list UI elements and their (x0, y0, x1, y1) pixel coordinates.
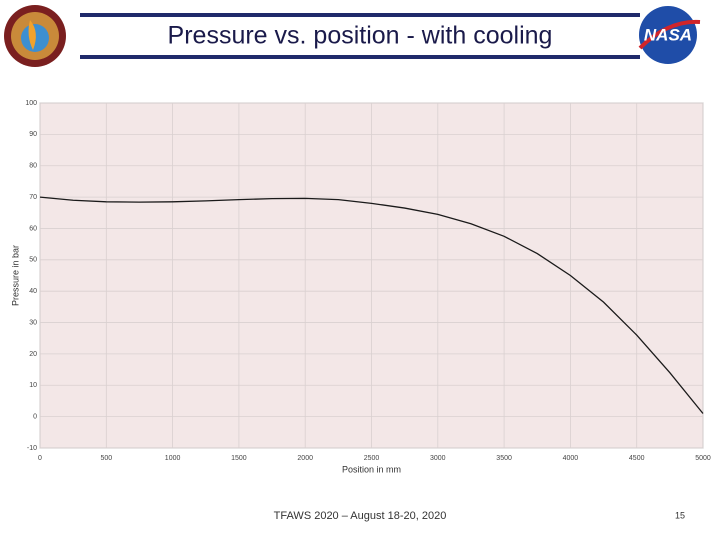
logo-text: NASA (644, 25, 692, 44)
y-axis-label: Pressure in bar (10, 245, 20, 306)
x-tick-label: 5000 (695, 455, 711, 462)
y-tick-label: 80 (29, 163, 37, 170)
slide-title: Pressure vs. position - with cooling (168, 22, 553, 50)
data-line (39, 196, 704, 414)
y-tick-label: 50 (29, 257, 37, 264)
x-tick-label: 500 (100, 455, 112, 462)
y-tick-label: 70 (29, 194, 37, 201)
header-bar (80, 13, 640, 17)
y-tick-label: 10 (29, 382, 37, 389)
x-tick-label: 3500 (496, 455, 512, 462)
x-tick-label: 2000 (297, 455, 313, 462)
x-tick-label: 1000 (165, 455, 181, 462)
y-tick-label: -10 (27, 445, 37, 452)
left-logo (4, 5, 66, 67)
y-tick-label: 60 (29, 225, 37, 232)
x-tick-label: 0 (38, 455, 42, 462)
x-tick-label: 4500 (629, 455, 645, 462)
y-tick-label: 100 (25, 100, 37, 107)
x-tick-label: 1500 (231, 455, 247, 462)
y-tick-label: 40 (29, 288, 37, 295)
x-tick-label: 2500 (364, 455, 380, 462)
x-tick-label: 3000 (430, 455, 446, 462)
x-tick-label: 4000 (563, 455, 579, 462)
nasa-logo: NASA (638, 6, 701, 64)
header-bar (80, 55, 640, 59)
x-axis-label: Position in mm (342, 464, 401, 474)
y-tick-label: 20 (29, 351, 37, 358)
page-number: 15 (675, 510, 685, 520)
y-tick-label: 0 (33, 413, 37, 420)
y-tick-label: 90 (29, 131, 37, 138)
footer-text: TFAWS 2020 – August 18-20, 2020 (274, 510, 447, 522)
y-tick-label: 30 (29, 319, 37, 326)
